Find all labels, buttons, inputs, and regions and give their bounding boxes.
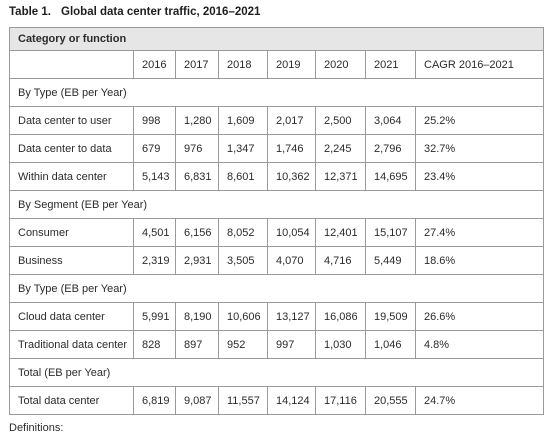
row-label: Consumer [9, 218, 134, 247]
value-cell: 14,124 [267, 386, 316, 415]
value-cell: 10,362 [267, 162, 316, 191]
value-cell: 8,052 [218, 218, 268, 247]
value-cell: 4,716 [315, 246, 366, 275]
value-cell: 1,046 [365, 330, 416, 359]
section-row: By Type (EB per Year) [8, 78, 545, 107]
value-cell: 16,086 [315, 302, 366, 331]
value-cell: 9,087 [175, 386, 219, 415]
value-cell: 20,555 [365, 386, 416, 415]
table-row: Consumer 4,501 6,156 8,052 10,054 12,401 15,10… [9, 218, 545, 247]
row-label: Total data center [9, 386, 134, 415]
value-cell: 15,107 [365, 218, 416, 247]
value-cell: 2,245 [315, 134, 366, 163]
value-cell: 8,190 [175, 302, 219, 331]
table-caption: Table 1. Global data center traffic, 2016… [9, 6, 260, 18]
section-label: By Segment (EB per Year) [8, 190, 545, 219]
value-cell: 6,819 [133, 386, 176, 415]
cagr-cell: 27.4% [414, 218, 545, 247]
value-cell: 2,796 [365, 134, 416, 163]
table-title: Global data center traffic, 2016–2021 [61, 6, 261, 18]
value-cell: 2,500 [315, 106, 366, 135]
column-header: 2018 [218, 50, 268, 79]
table-row: Cloud data center 5,991 8,190 10,606 13,127 1… [9, 302, 545, 331]
value-cell: 11,557 [218, 386, 268, 415]
table-row: Data center to user 998 1,280 1,609 2,017 2,5… [9, 106, 545, 135]
section-row: By Type (EB per Year) [8, 274, 545, 303]
row-label: Cloud data center [9, 302, 134, 331]
value-cell: 3,505 [218, 246, 268, 275]
value-cell: 997 [267, 330, 316, 359]
cagr-cell: 18.6% [414, 246, 545, 275]
value-cell: 1,746 [267, 134, 316, 163]
row-label: Business [9, 246, 134, 275]
value-cell: 952 [218, 330, 268, 359]
header-row: Category or function [8, 27, 545, 51]
value-cell: 17,116 [315, 386, 366, 415]
definitions-label: Definitions: [9, 422, 64, 434]
value-cell: 14,695 [365, 162, 416, 191]
year-header-blank [9, 50, 134, 79]
category-header: Category or function [8, 27, 545, 51]
cagr-cell: 23.4% [414, 162, 545, 191]
value-cell: 5,143 [133, 162, 176, 191]
value-cell: 12,401 [315, 218, 366, 247]
value-cell: 897 [175, 330, 219, 359]
year-header-row: 2016 2017 2018 2019 2020 2021 CAGR 2016–… [9, 50, 545, 79]
table-row: Business 2,319 2,931 3,505 4,070 4,716 5,449 18… [9, 246, 545, 275]
value-cell: 5,449 [365, 246, 416, 275]
value-cell: 1,609 [218, 106, 268, 135]
value-cell: 3,064 [365, 106, 416, 135]
value-cell: 1,347 [218, 134, 268, 163]
value-cell: 679 [133, 134, 176, 163]
value-cell: 5,991 [133, 302, 176, 331]
value-cell: 828 [133, 330, 176, 359]
value-cell: 1,280 [175, 106, 219, 135]
table-number: Table 1. [9, 6, 51, 18]
cagr-cell: 25.2% [414, 106, 545, 135]
section-label: Total (EB per Year) [8, 358, 545, 387]
column-header: 2020 [315, 50, 366, 79]
value-cell: 2,017 [267, 106, 316, 135]
value-cell: 13,127 [267, 302, 316, 331]
value-cell: 8,601 [218, 162, 268, 191]
value-cell: 19,509 [365, 302, 416, 331]
row-label: Data center to user [9, 106, 134, 135]
section-label: By Type (EB per Year) [8, 274, 545, 303]
section-row: By Segment (EB per Year) [8, 190, 545, 219]
row-label: Data center to data [9, 134, 134, 163]
cagr-cell: 4.8% [414, 330, 545, 359]
cagr-cell: 26.6% [414, 302, 545, 331]
value-cell: 2,319 [133, 246, 176, 275]
column-header: 2016 [133, 50, 176, 79]
table-row: Data center to data 679 976 1,347 1,746 2,245… [9, 134, 545, 163]
cagr-cell: 32.7% [414, 134, 545, 163]
value-cell: 1,030 [315, 330, 366, 359]
column-header: 2019 [267, 50, 316, 79]
row-label: Traditional data center [9, 330, 134, 359]
row-label: Within data center [9, 162, 134, 191]
value-cell: 6,831 [175, 162, 219, 191]
column-header: 2017 [175, 50, 219, 79]
value-cell: 998 [133, 106, 176, 135]
value-cell: 10,054 [267, 218, 316, 247]
table-row: Traditional data center 828 897 952 997 1,030… [9, 330, 545, 359]
column-header: CAGR 2016–2021 [414, 50, 545, 79]
table-row: Total data center 6,819 9,087 11,557 14,124 1… [9, 386, 545, 415]
value-cell: 976 [175, 134, 219, 163]
value-cell: 4,070 [267, 246, 316, 275]
column-header: 2021 [365, 50, 416, 79]
cagr-cell: 24.7% [414, 386, 545, 415]
traffic-table: Category or function 2016 2017 2018 2019… [8, 27, 545, 415]
table-row: Within data center 5,143 6,831 8,601 10,362 1… [9, 162, 545, 191]
value-cell: 10,606 [218, 302, 268, 331]
table-body: Category or function 2016 2017 2018 2019… [8, 27, 545, 415]
value-cell: 12,371 [315, 162, 366, 191]
section-label: By Type (EB per Year) [8, 78, 545, 107]
value-cell: 6,156 [175, 218, 219, 247]
value-cell: 2,931 [175, 246, 219, 275]
value-cell: 4,501 [133, 218, 176, 247]
section-row: Total (EB per Year) [8, 358, 545, 387]
